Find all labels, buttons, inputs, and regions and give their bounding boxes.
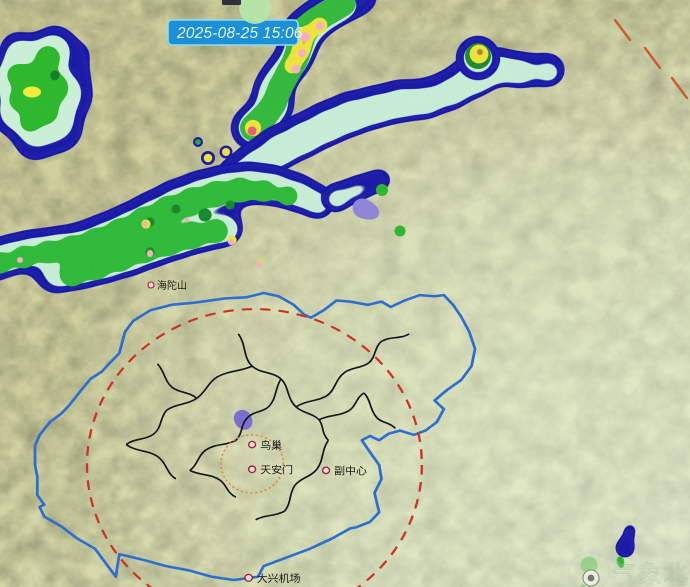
svg-text:副中心: 副中心 <box>334 465 367 478</box>
svg-text:海陀山: 海陀山 <box>157 279 187 292</box>
svg-text:天安门: 天安门 <box>260 464 293 477</box>
svg-text:鸟巢: 鸟巢 <box>260 439 282 452</box>
svg-text:大兴机场: 大兴机场 <box>257 573 301 586</box>
svg-text:气象北京: 气象北京 <box>611 561 690 587</box>
svg-text:2025-08-25 15:06: 2025-08-25 15:06 <box>176 25 303 42</box>
